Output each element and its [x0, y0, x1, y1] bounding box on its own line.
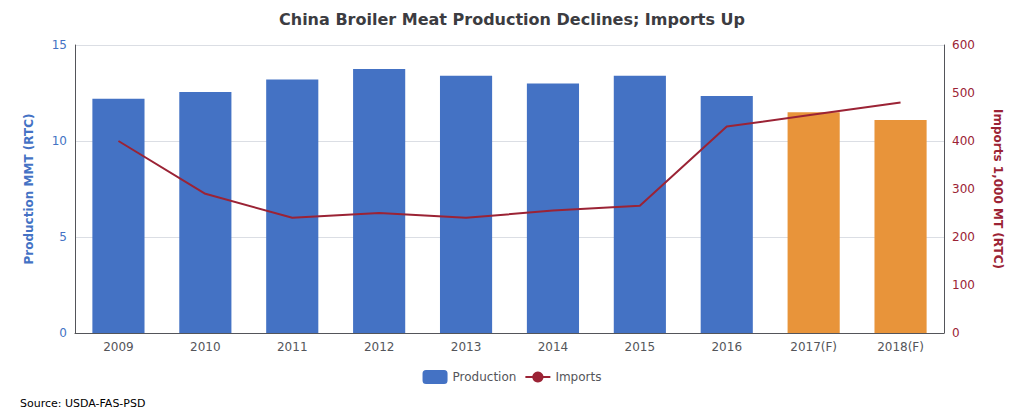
svg-text:Imports 1,000 MT (RTC): Imports 1,000 MT (RTC) [991, 109, 1005, 269]
svg-text:2016: 2016 [711, 340, 742, 354]
svg-text:500: 500 [952, 86, 975, 100]
svg-text:10: 10 [52, 134, 67, 148]
svg-text:China Broiler Meat Production: China Broiler Meat Production Declines; … [279, 10, 745, 29]
svg-text:2015: 2015 [625, 340, 656, 354]
svg-text:2017(F): 2017(F) [790, 340, 837, 354]
svg-text:2011: 2011 [277, 340, 308, 354]
svg-text:Production MMT (RTC): Production MMT (RTC) [22, 114, 36, 265]
svg-text:2014: 2014 [538, 340, 569, 354]
svg-text:2013: 2013 [451, 340, 482, 354]
svg-text:15: 15 [52, 38, 67, 52]
svg-text:600: 600 [952, 38, 975, 52]
svg-text:100: 100 [952, 278, 975, 292]
svg-text:Imports: Imports [555, 370, 601, 384]
svg-text:300: 300 [952, 182, 975, 196]
svg-text:2010: 2010 [190, 340, 221, 354]
svg-text:Source: USDA-FAS-PSD: Source: USDA-FAS-PSD [20, 397, 145, 410]
svg-text:400: 400 [952, 134, 975, 148]
svg-text:200: 200 [952, 230, 975, 244]
svg-text:2018(F): 2018(F) [877, 340, 924, 354]
svg-text:0: 0 [952, 326, 960, 340]
svg-text:2009: 2009 [103, 340, 134, 354]
svg-text:2012: 2012 [364, 340, 395, 354]
svg-text:5: 5 [59, 230, 67, 244]
svg-text:Production: Production [453, 370, 517, 384]
svg-text:0: 0 [59, 326, 67, 340]
